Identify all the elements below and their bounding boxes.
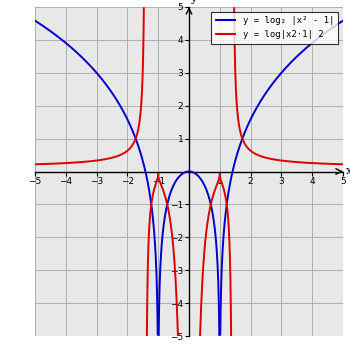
Legend: y = log₂ |x² - 1|, y = log|x2⋅1| 2: y = log₂ |x² - 1|, y = log|x2⋅1| 2 [211,12,338,44]
Text: y: y [190,0,196,4]
Text: x: x [345,167,350,176]
